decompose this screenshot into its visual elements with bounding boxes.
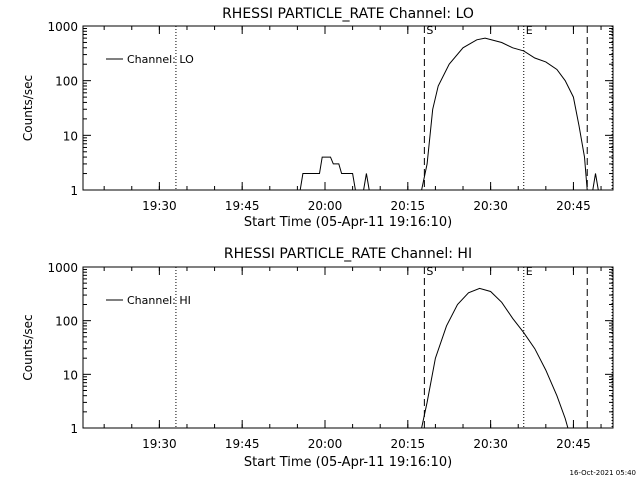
x-axis-label: Start Time (05-Apr-11 19:16:10) [244,215,452,230]
y-tick-label: 100 [55,315,78,329]
x-tick-label: 19:45 [225,437,260,451]
time-marker-label: S [426,24,433,37]
x-axis-label: Start Time (05-Apr-11 19:16:10) [244,455,452,470]
x-tick-label: 19:30 [142,437,177,451]
y-tick-label: 1000 [47,20,78,34]
time-marker-label: S [426,265,433,278]
panel-lo: RHESSI PARTICLE_RATE Channel: LO Counts/s… [21,6,614,230]
x-tick-label: 20:15 [391,437,426,451]
time-marker-label: E [526,24,533,37]
x-tick-label: 20:30 [473,199,508,213]
legend-label: Channel: HI [127,294,191,307]
chart-title: RHESSI PARTICLE_RATE Channel: LO [222,6,474,22]
series-line [291,156,359,191]
y-tick-label: 1000 [47,261,78,275]
panel-hi: RHESSI PARTICLE_RATE Channel: HI Counts/s… [21,246,614,470]
y-tick-label: 100 [55,75,78,89]
x-tick-label: 19:30 [142,199,177,213]
footer-timestamp: 16-Oct-2021 05:40 [570,469,636,477]
x-tick-label: 20:15 [391,199,426,213]
y-tick-label: 1 [70,422,78,436]
x-tick-label: 20:45 [556,199,591,213]
plot-frame [82,266,614,429]
y-tick-label: 1 [70,184,78,198]
legend-label: Channel: LO [127,53,194,66]
y-tick-label: 10 [63,368,78,382]
x-tick-label: 20:45 [556,437,591,451]
series-line [592,173,599,191]
plot-frame [82,25,614,191]
series-line [363,173,370,191]
series-line [421,37,588,191]
time-marker-label: E [526,265,533,278]
x-tick-label: 20:00 [308,199,343,213]
y-tick-label: 10 [63,129,78,143]
x-tick-label: 19:45 [225,199,260,213]
y-axis-label: Counts/sec [21,75,35,141]
chart-title: RHESSI PARTICLE_RATE Channel: HI [224,246,472,262]
x-tick-label: 20:30 [473,437,508,451]
x-tick-label: 20:00 [308,437,343,451]
y-axis-label: Counts/sec [21,314,35,380]
series-line [421,287,569,429]
